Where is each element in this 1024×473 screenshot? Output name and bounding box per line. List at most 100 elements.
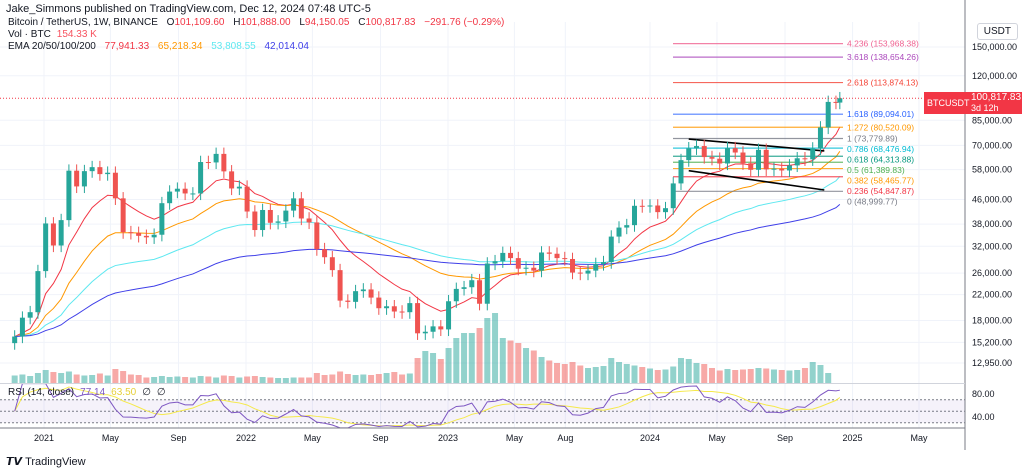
candle-body xyxy=(43,223,49,272)
channel-trendline xyxy=(688,138,825,152)
volume-bar xyxy=(368,375,375,383)
candle-body xyxy=(182,188,188,194)
volume-bar xyxy=(205,376,212,383)
candle-body xyxy=(314,222,320,250)
candle-body xyxy=(353,291,359,302)
volume-bar xyxy=(670,366,677,383)
fib-extension: 4.236 (153,968.38) 3.618 (138,654.26) 2.61… xyxy=(673,39,919,207)
volume-bar xyxy=(662,369,669,383)
candle-body xyxy=(693,146,699,149)
ema100-line xyxy=(14,176,841,338)
candle-body xyxy=(570,258,576,273)
rsi-ma-value: 63.50 xyxy=(111,387,137,398)
volume-bar xyxy=(608,358,615,383)
volume-bar xyxy=(143,377,150,383)
time-tick: 2024 xyxy=(640,433,660,443)
volume-bar xyxy=(817,365,824,383)
candle-body xyxy=(546,252,552,254)
volume-bar xyxy=(275,378,282,383)
volume-bar xyxy=(34,373,41,383)
volume-bar xyxy=(58,373,65,383)
candle-body xyxy=(159,203,165,235)
close-label: C xyxy=(358,17,366,28)
volume-bar xyxy=(19,374,26,383)
volume-bar xyxy=(220,375,227,383)
bar-countdown: 3d 12h xyxy=(971,103,999,113)
volume-bar xyxy=(631,365,638,383)
tradingview-logo-text: TradingView xyxy=(25,456,86,468)
candle-body xyxy=(740,152,746,164)
volume-bar xyxy=(430,353,437,383)
candle-body xyxy=(709,157,715,159)
candle-body xyxy=(686,148,692,161)
volume-bar xyxy=(569,362,576,383)
candle-body xyxy=(415,303,421,334)
candle-body xyxy=(601,262,607,264)
candle-body xyxy=(136,232,142,236)
volume-bar xyxy=(306,377,313,383)
volume-bar xyxy=(484,318,491,383)
candle-body xyxy=(19,317,25,337)
volume-bar xyxy=(42,370,49,383)
volume-bar xyxy=(89,375,96,383)
fib-level-label: 1.272 (80,520.09) xyxy=(847,122,914,132)
ema50-value: 65,218.34 xyxy=(157,41,203,52)
price-tick: 15,200.00 xyxy=(972,337,1012,347)
candle-body xyxy=(717,158,723,164)
volume-bar xyxy=(251,376,258,383)
price-tick: 85,000.00 xyxy=(972,115,1012,125)
volume-bar xyxy=(182,377,189,383)
candle-body xyxy=(105,172,111,175)
ema-label[interactable]: EMA 20/50/100/200 xyxy=(8,41,96,52)
fib-level-label: 1.618 (89,094.01) xyxy=(847,109,914,119)
change-value: −291.76 (−0.29%) xyxy=(424,17,505,28)
volume-bar xyxy=(561,364,568,383)
candle-body xyxy=(12,336,18,344)
volume-bar xyxy=(422,351,429,383)
candle-body xyxy=(825,101,831,128)
close-value: 100,817.83 xyxy=(365,17,416,28)
volume-bar xyxy=(546,360,553,383)
candle-body xyxy=(376,297,382,309)
candle-body xyxy=(523,267,529,269)
candle-body xyxy=(151,234,157,238)
volume-bar xyxy=(492,313,499,383)
tradingview-logo[interactable]: 𝙏𝙑 TradingView xyxy=(6,455,86,468)
price-tick: 18,000.00 xyxy=(972,316,1012,326)
candle-body xyxy=(322,249,328,258)
candle-body xyxy=(632,205,638,226)
candle-body xyxy=(748,163,754,170)
price-tick: 58,000.00 xyxy=(972,165,1012,175)
volume-bar xyxy=(360,374,367,383)
candle-body xyxy=(198,162,204,194)
candle-body xyxy=(213,153,219,163)
volume-bar xyxy=(647,368,653,383)
fib-level-label: 0.5 (61,389.83) xyxy=(847,165,905,175)
publisher-line: Jake_Simmons published on TradingView.co… xyxy=(6,3,371,15)
symbol-name[interactable]: Bitcoin / TetherUS, 1W, BINANCE xyxy=(8,17,158,28)
volume-bar xyxy=(197,376,204,383)
tv-logo-icon: 𝙏𝙑 xyxy=(6,456,26,468)
candle-body xyxy=(508,252,514,259)
high-value: 101,888.00 xyxy=(240,17,291,28)
fib-level-label: 0.236 (54,847.87) xyxy=(847,186,914,196)
candle-body xyxy=(167,191,173,204)
volume-bar xyxy=(104,375,111,383)
candle-body xyxy=(724,148,730,164)
volume-bar xyxy=(135,375,142,383)
candle-body xyxy=(267,209,273,223)
volume-bar xyxy=(174,376,181,383)
volume-label[interactable]: Vol · BTC xyxy=(8,29,51,40)
high-label: H xyxy=(233,17,241,28)
volume-bar xyxy=(654,370,661,383)
candle-body xyxy=(639,205,645,207)
candle-body xyxy=(554,253,560,259)
candle-body xyxy=(786,165,792,171)
volume-bar xyxy=(476,328,483,383)
rsi-empty-2: ∅ xyxy=(156,387,166,398)
currency-button[interactable]: USDT xyxy=(976,23,1018,40)
volume-bar xyxy=(27,376,34,383)
candle-body xyxy=(461,287,467,289)
rsi-label[interactable]: RSI (14, close) xyxy=(8,387,75,398)
